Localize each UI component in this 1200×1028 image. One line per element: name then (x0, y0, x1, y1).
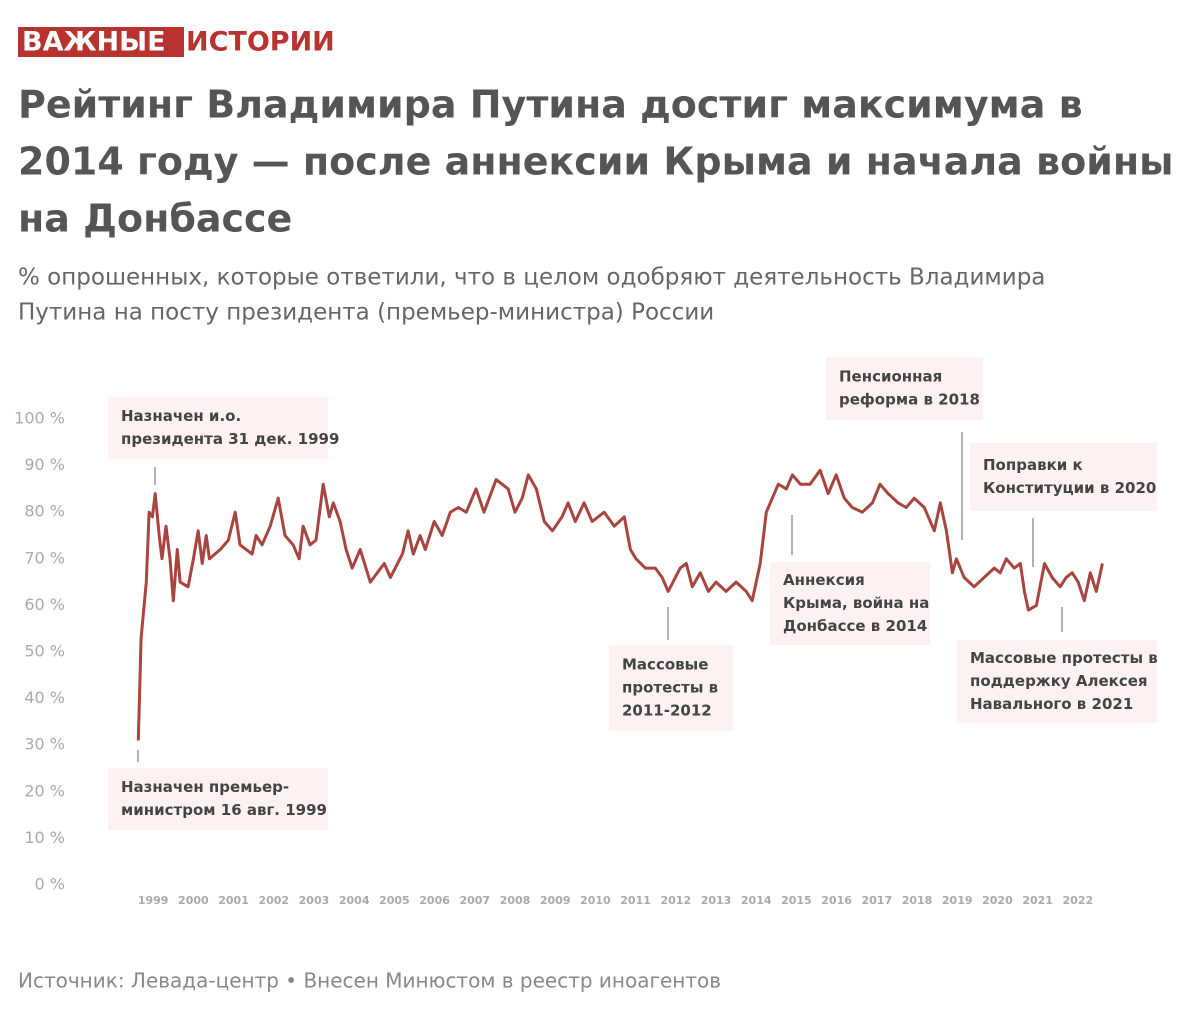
x-tick-label: 2009 (540, 894, 571, 907)
x-tick-label: 2016 (821, 894, 852, 907)
x-tick-label: 2004 (339, 894, 370, 907)
chart-title: 2014 году — после аннексии Крыма и начал… (18, 140, 1173, 184)
annotation-text: Конституции в 2020 (983, 479, 1156, 497)
y-tick-label: 50 % (24, 642, 65, 661)
x-tick-label: 2007 (459, 894, 490, 907)
x-tick-label: 2017 (862, 894, 893, 907)
annotation-box (957, 640, 1157, 723)
y-tick-label: 70 % (24, 548, 65, 567)
y-tick-label: 20 % (24, 781, 65, 800)
annotation-text: министром 16 авг. 1999 (121, 801, 327, 819)
annotation-box (108, 397, 328, 459)
x-tick-label: 2010 (580, 894, 611, 907)
annotation-text: 2011-2012 (622, 702, 712, 720)
y-tick-label: 10 % (24, 828, 65, 847)
y-tick-label: 80 % (24, 502, 65, 521)
y-tick-label: 40 % (24, 688, 65, 707)
x-tick-label: 2008 (500, 894, 531, 907)
x-tick-label: 1999 (138, 894, 169, 907)
annotation-text: Аннексия (783, 571, 865, 589)
annotation-text: поддержку Алексея (970, 672, 1148, 690)
x-tick-label: 2022 (1063, 894, 1094, 907)
chart-subtitle: Путина на посту президента (премьер-мини… (18, 300, 714, 326)
annotation-box (609, 645, 733, 731)
x-tick-label: 2015 (781, 894, 812, 907)
line-series (136, 468, 1104, 741)
y-tick-label: 0 % (35, 875, 65, 894)
annotation-box (970, 443, 1157, 511)
annotation-text: Навального в 2021 (970, 695, 1133, 713)
y-tick-label: 90 % (24, 455, 65, 474)
annotation-text: Массовые протесты в (970, 649, 1158, 667)
y-tick-label: 30 % (24, 735, 65, 754)
x-tick-label: 2003 (299, 894, 330, 907)
chart-subtitle: % опрошенных, которые ответили, что в це… (18, 265, 1045, 291)
x-tick-label: 2011 (620, 894, 651, 907)
y-tick-label: 100 % (14, 409, 65, 428)
annotation-text: протесты в (622, 679, 718, 697)
annotation-text: Крыма, война на (783, 594, 929, 612)
annotation-text: Поправки к (983, 456, 1083, 474)
chart-title: на Донбассе (18, 197, 292, 241)
x-tick-label: 2002 (258, 894, 289, 907)
logo-part1: ВАЖНЫЕ (22, 27, 166, 58)
annotation-text: Массовые (622, 656, 708, 674)
x-tick-label: 2001 (218, 894, 249, 907)
annotation-text: Назначен премьер- (121, 778, 289, 796)
x-tick-label: 2020 (982, 894, 1013, 907)
x-tick-label: 2019 (942, 894, 973, 907)
annotation-box (770, 562, 930, 645)
x-tick-label: 2014 (741, 894, 772, 907)
x-tick-label: 2021 (1022, 894, 1053, 907)
x-tick-label: 2013 (701, 894, 732, 907)
annotation-box (108, 768, 328, 830)
source: Источник: Левада-центр • Внесен Минюстом… (18, 969, 721, 993)
chart-title: Рейтинг Владимира Путина достиг максимум… (18, 83, 1083, 127)
annotation-box (826, 357, 983, 420)
x-tick-label: 2005 (379, 894, 410, 907)
x-tick-label: 2012 (660, 894, 691, 907)
annotation-text: Донбассе в 2014 (783, 617, 927, 635)
annotation-text: президента 31 дек. 1999 (121, 430, 339, 448)
x-tick-label: 2000 (178, 894, 209, 907)
y-tick-label: 60 % (24, 595, 65, 614)
x-tick-label: 2006 (419, 894, 450, 907)
annotation-text: реформа в 2018 (839, 391, 980, 409)
logo-part2: ИСТОРИИ (186, 27, 335, 58)
x-tick-label: 2018 (902, 894, 933, 907)
annotation-text: Назначен и.о. (121, 407, 241, 425)
logo-box (18, 27, 184, 57)
annotation-text: Пенсионная (839, 368, 942, 386)
